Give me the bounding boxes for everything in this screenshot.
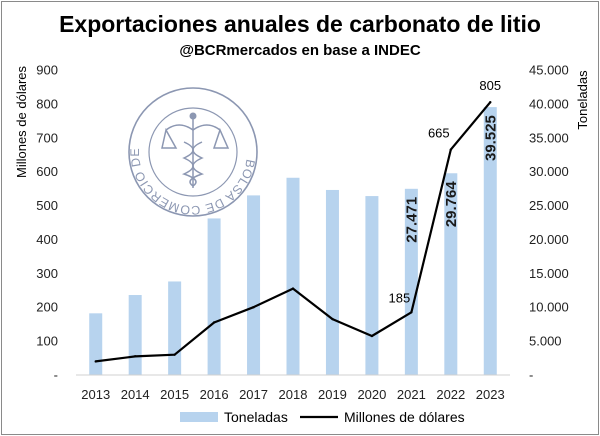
- chart-title: Exportaciones anuales de carbonato de li…: [59, 11, 541, 37]
- y-left-tick-1: 100: [36, 334, 58, 349]
- y-right-tick-8: 40.000: [529, 96, 569, 111]
- y-right-tick-2: 10.000: [529, 300, 569, 315]
- line-point-2022: [449, 148, 453, 151]
- bar-2020: [365, 196, 379, 375]
- y-right-tick-7: 35.000: [529, 130, 569, 145]
- legend-swatch-toneladas: [180, 412, 218, 422]
- legend: Toneladas Millones de dólares: [180, 409, 465, 425]
- bar-2022: [444, 173, 458, 375]
- line-point-2018: [291, 287, 295, 290]
- line-point-2014: [133, 355, 137, 358]
- x-tick-2013: 2013: [81, 387, 110, 402]
- bar-2014: [128, 295, 142, 375]
- x-tick-2014: 2014: [121, 387, 150, 402]
- y-left-axis-title: Millones de dólares: [14, 66, 29, 179]
- y-left-tick-6: 600: [36, 164, 58, 179]
- line-point-2017: [252, 306, 255, 309]
- y-right-tick-3: 15.000: [529, 266, 569, 281]
- line-label-2022: 665: [428, 126, 450, 141]
- x-tick-2018: 2018: [279, 387, 308, 402]
- bar-2016: [207, 218, 221, 375]
- chart-subtitle: @BCRmercados en base a INDEC: [179, 42, 421, 59]
- line-label-2021: 185: [389, 290, 411, 305]
- bar-2019: [325, 189, 339, 375]
- y-right-tick-5: 25.000: [529, 198, 569, 213]
- legend-label-toneladas: Toneladas: [224, 409, 288, 425]
- x-tick-2017: 2017: [239, 387, 268, 402]
- line-point-2021: [410, 311, 413, 314]
- x-tick-2023: 2023: [476, 387, 505, 402]
- y-left-tick-5: 500: [36, 198, 58, 213]
- bar-label-2023: 39.525: [482, 115, 499, 161]
- bar-2021: [404, 188, 418, 375]
- y-right-tick-4: 20.000: [529, 232, 569, 247]
- x-tick-2015: 2015: [160, 387, 189, 402]
- bar-2013: [89, 313, 103, 375]
- bar-label-2021: 27.471: [403, 197, 420, 243]
- bar-2015: [168, 281, 182, 375]
- y-right-tick-6: 30.000: [529, 164, 569, 179]
- line-label-2023: 805: [479, 78, 501, 93]
- line-point-2016: [212, 321, 216, 324]
- bar-label-2022: 29.764: [443, 181, 460, 228]
- legend-label-millones: Millones de dólares: [344, 409, 465, 425]
- y-left-tick-9: 900: [36, 63, 58, 78]
- y-right-tick-0: -: [529, 368, 533, 383]
- x-tick-2022: 2022: [436, 387, 465, 402]
- y-left-tick-7: 700: [36, 130, 58, 145]
- line-point-2019: [331, 317, 334, 321]
- caduceus-icon: [161, 112, 230, 188]
- y-left-tick-8: 800: [36, 96, 58, 111]
- y-left-tick-2: 200: [36, 300, 58, 315]
- bar-2018: [286, 177, 300, 375]
- bar-2023: [483, 107, 497, 375]
- line-point-2015: [173, 353, 176, 356]
- seal-inner-ring: [148, 107, 238, 197]
- y-left-tick-4: 400: [36, 232, 58, 247]
- y-right-axis-title: Toneladas: [575, 70, 590, 130]
- x-tick-2016: 2016: [200, 387, 229, 402]
- line-point-2023: [489, 100, 492, 104]
- x-tick-2021: 2021: [397, 387, 426, 402]
- x-tick-2019: 2019: [318, 387, 347, 402]
- line-point-2013: [94, 360, 97, 363]
- y-right-tick-9: 45.000: [529, 63, 569, 78]
- bar-2017: [247, 195, 261, 375]
- x-tick-2020: 2020: [357, 387, 386, 402]
- line-point-2020: [370, 334, 374, 338]
- y-left-tick-0: -: [54, 368, 58, 383]
- y-right-tick-1: 5.000: [529, 334, 562, 349]
- y-left-tick-3: 300: [36, 266, 58, 281]
- seal-outer-ring: [128, 87, 258, 217]
